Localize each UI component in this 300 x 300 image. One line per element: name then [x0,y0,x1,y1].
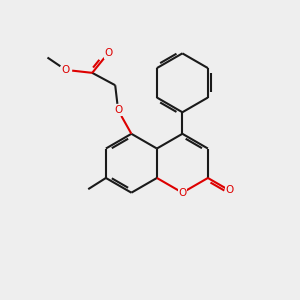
Text: O: O [225,185,234,196]
Text: O: O [114,105,122,115]
Text: O: O [104,48,112,58]
Text: O: O [61,65,70,75]
Text: O: O [178,188,187,198]
